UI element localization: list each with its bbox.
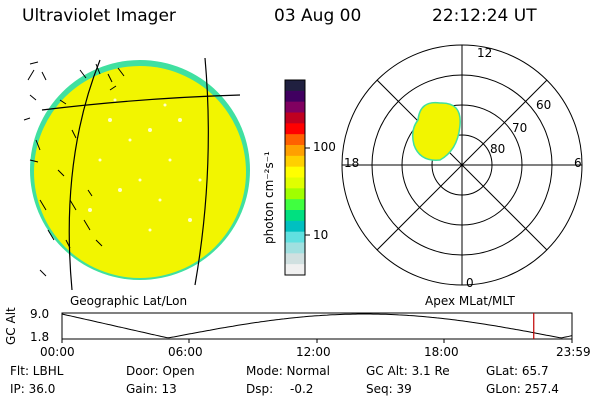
colorbar-segment xyxy=(285,253,305,265)
status-ip: IP: 36.0 xyxy=(10,382,56,396)
timeline-tick-0: 00:00 xyxy=(40,345,75,359)
timeline-tick-1: 06:00 xyxy=(168,345,203,359)
polar-hour-18: 18 xyxy=(344,156,360,170)
timeline-ymin: 1.8 xyxy=(30,330,50,344)
timeline-plot xyxy=(61,312,573,343)
colorbar-segment xyxy=(285,231,305,243)
timeline-ticks xyxy=(61,339,573,343)
colorbar-segment xyxy=(285,134,305,146)
status-glat: GLat: 65.7 xyxy=(486,364,549,378)
status-dsp-value: -0.2 xyxy=(290,382,314,396)
polar-lat-70: 70 xyxy=(512,121,528,135)
colorbar-segment xyxy=(285,199,305,211)
colorbar-segment xyxy=(285,220,305,233)
globe-speckle xyxy=(88,98,202,232)
polar-axis-diag2 xyxy=(376,79,548,251)
colorbar-segment xyxy=(285,166,305,178)
polar-lat-60: 60 xyxy=(536,98,552,112)
coastlines xyxy=(23,61,125,277)
instrument-title: Ultraviolet Imager xyxy=(22,6,176,26)
polar-hour-6: 6 xyxy=(574,156,582,170)
colorbar-segment xyxy=(285,123,305,135)
colorbar-segment xyxy=(285,101,305,113)
colorbar-segment xyxy=(285,264,305,276)
colorbar-segment xyxy=(285,177,305,189)
polar-lat-80: 80 xyxy=(490,142,506,156)
colorbar-segment xyxy=(285,90,305,103)
polar-hour-12: 12 xyxy=(477,46,493,60)
altitude-curve xyxy=(61,313,573,339)
polar-plot xyxy=(341,44,583,286)
globe-panel-label: Geographic Lat/Lon xyxy=(70,294,188,308)
timeline-ymax: 9.0 xyxy=(30,307,50,321)
observation-date: 03 Aug 00 xyxy=(274,6,362,26)
polar-panel-label: Apex MLat/MLT xyxy=(425,294,515,308)
colorbar-segment xyxy=(285,188,305,200)
polar-hour-0: 0 xyxy=(466,276,474,290)
geo-grid xyxy=(41,57,241,291)
status-gc-alt: GC Alt: 3.1 Re xyxy=(366,364,450,378)
colorbar-segment xyxy=(285,112,305,124)
status-dsp-label: Dsp: xyxy=(246,382,274,396)
status-gain: Gain: 13 xyxy=(126,382,177,396)
timeline-tick-4: 23:59 xyxy=(556,345,591,359)
timeline-axis-label: GC Alt xyxy=(4,307,18,345)
colorbar-unit-label: photon cm⁻²s⁻¹ xyxy=(262,151,276,244)
colorbar xyxy=(285,80,305,276)
status-door: Door: Open xyxy=(126,364,195,378)
colorbar-segment xyxy=(285,242,305,254)
status-seq: Seq: 39 xyxy=(366,382,412,396)
status-filter: Flt: LBHL xyxy=(10,364,64,378)
polar-emission-region xyxy=(411,101,461,161)
globe-disk xyxy=(34,66,246,278)
observation-time: 22:12:24 UT xyxy=(432,6,537,26)
colorbar-label-100: 100 xyxy=(313,140,336,154)
colorbar-segment xyxy=(285,210,305,222)
globe-image xyxy=(23,57,250,291)
colorbar-frame xyxy=(284,79,306,276)
timeline-tick-3: 18:00 xyxy=(424,345,459,359)
timeline-tick-2: 12:00 xyxy=(296,345,331,359)
colorbar-segment xyxy=(285,145,305,157)
status-mode: Mode: Normal xyxy=(246,364,330,378)
colorbar-segment xyxy=(285,155,305,168)
status-glon: GLon: 257.4 xyxy=(486,382,559,396)
colorbar-label-10: 10 xyxy=(313,228,329,242)
colorbar-segment xyxy=(285,80,305,92)
